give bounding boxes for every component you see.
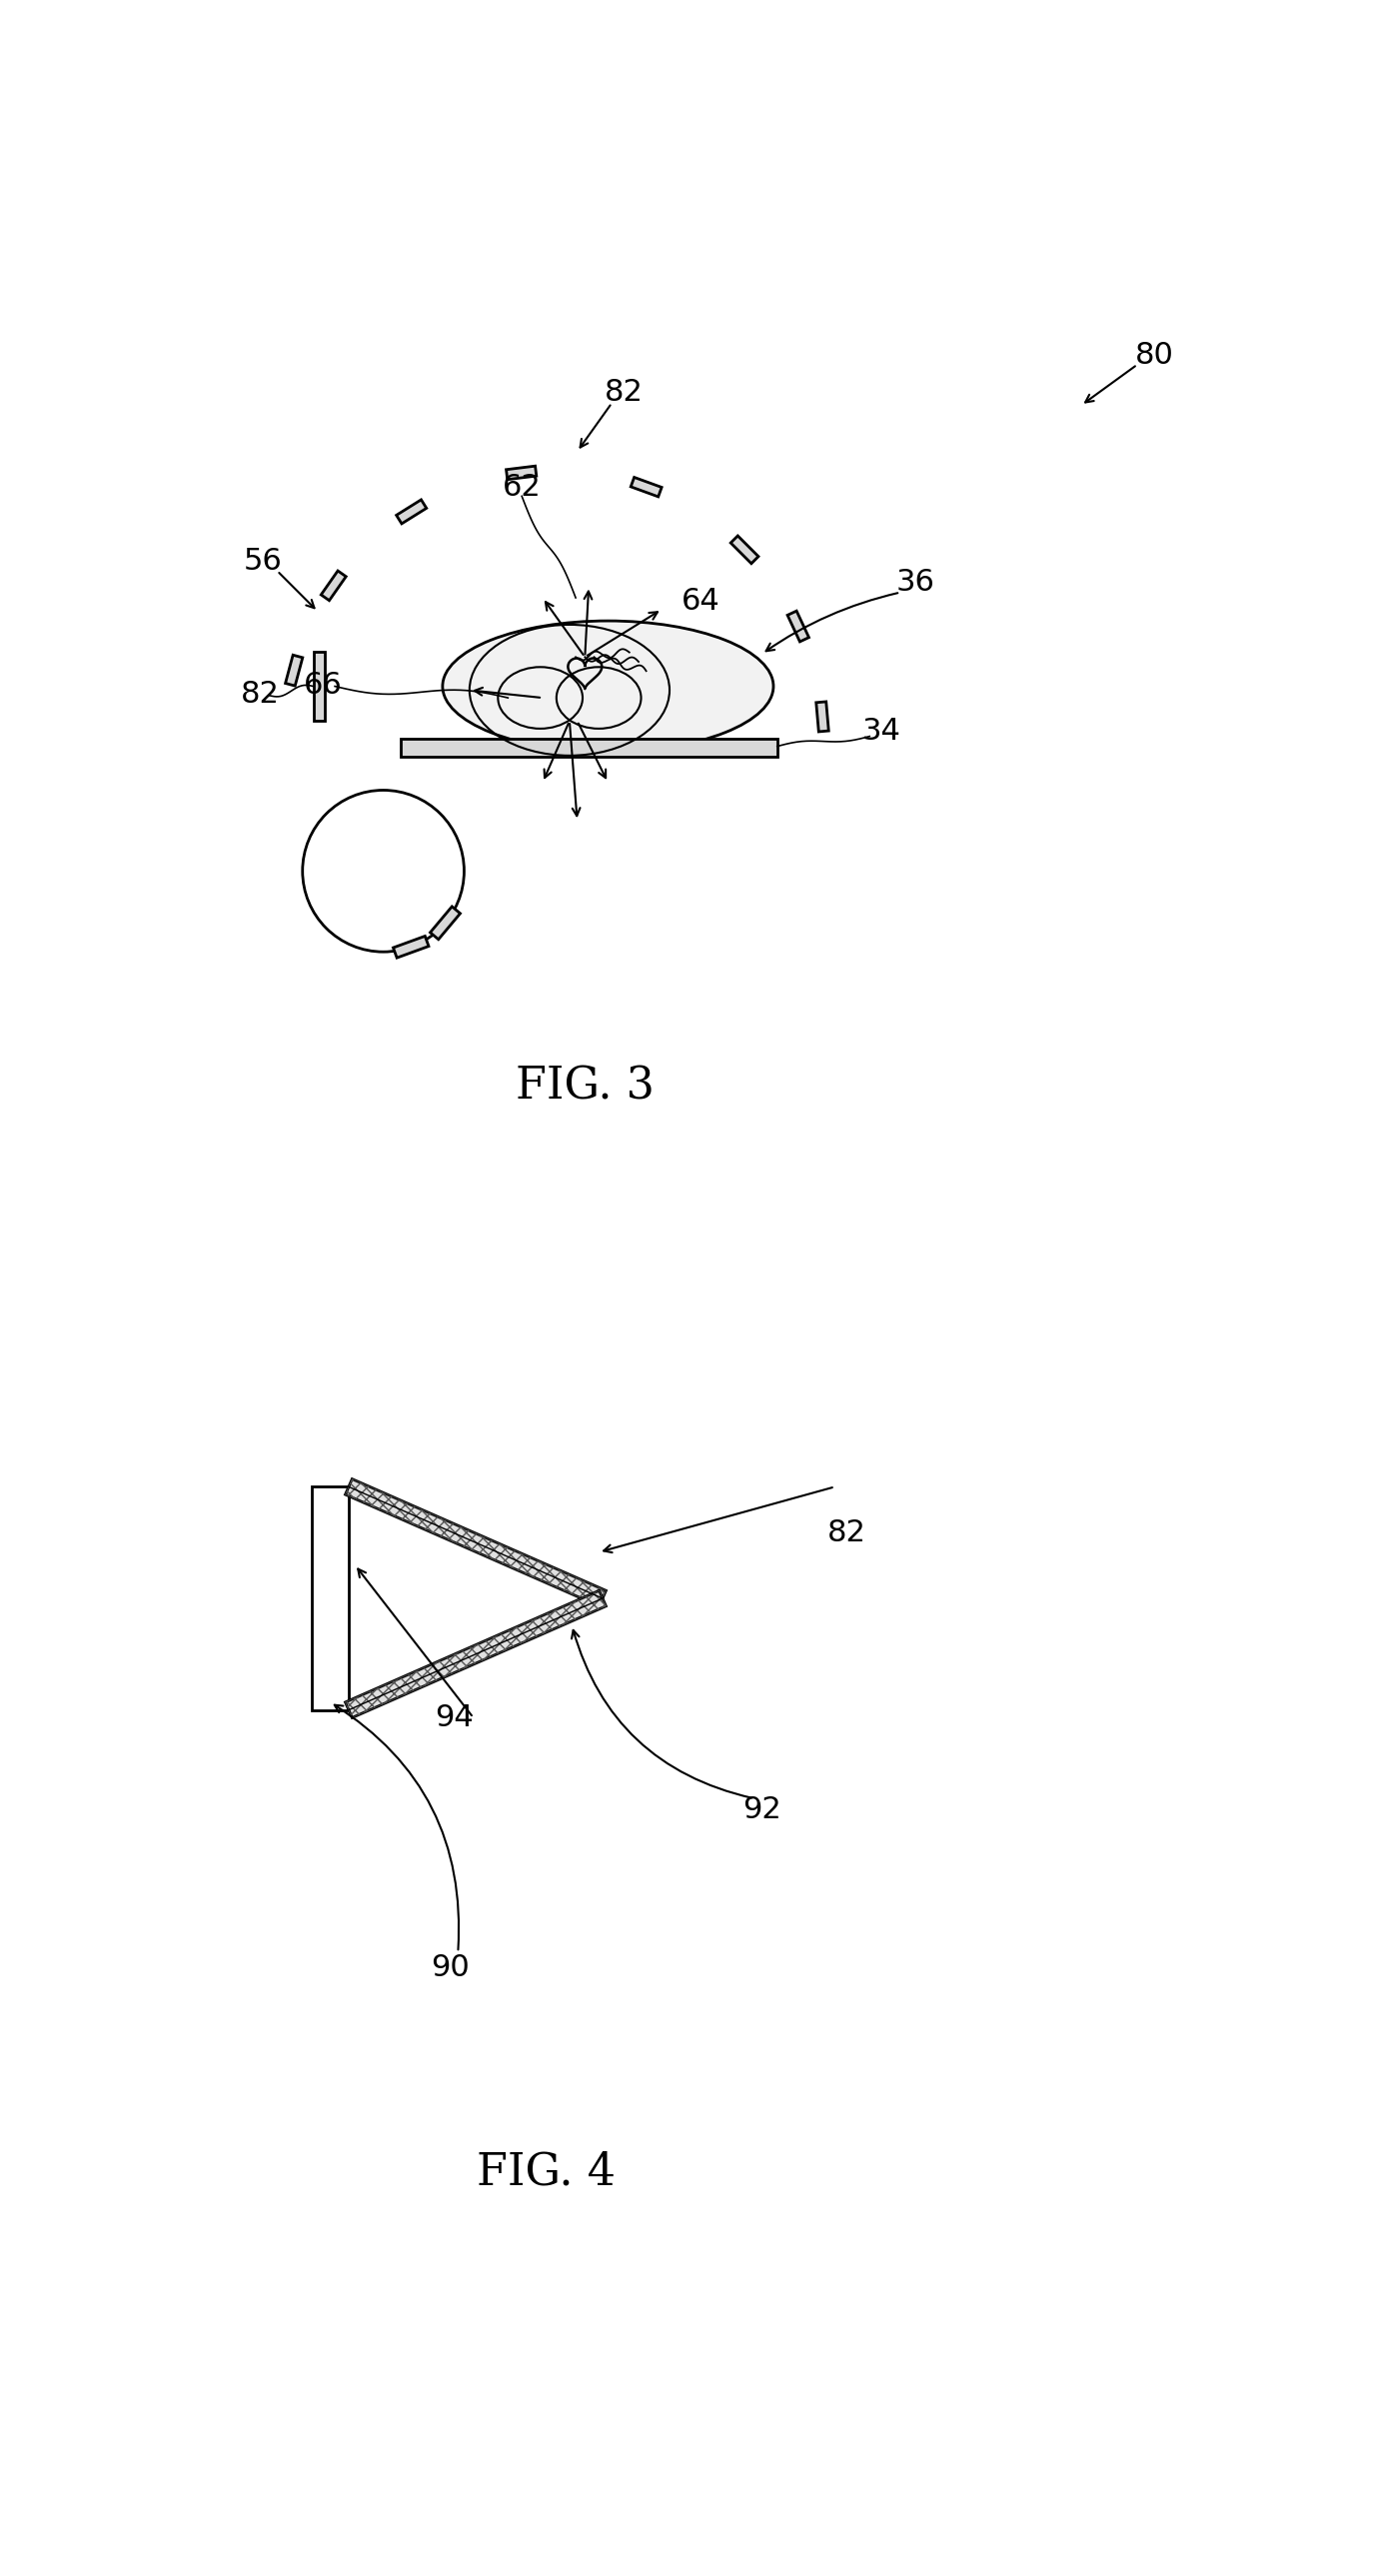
Circle shape — [303, 791, 464, 951]
Text: 64: 64 — [681, 587, 720, 616]
Polygon shape — [506, 466, 536, 479]
Polygon shape — [285, 654, 303, 685]
Polygon shape — [431, 907, 460, 940]
Text: 56: 56 — [244, 546, 282, 577]
Text: 36: 36 — [896, 567, 935, 598]
Text: 34: 34 — [861, 716, 900, 744]
Text: FIG. 3: FIG. 3 — [515, 1064, 654, 1108]
Polygon shape — [396, 500, 426, 523]
Text: 80: 80 — [1135, 340, 1174, 371]
Polygon shape — [346, 1479, 606, 1605]
Text: 92: 92 — [743, 1795, 781, 1824]
Text: 90: 90 — [431, 1953, 469, 1984]
Text: 62: 62 — [503, 474, 542, 502]
Text: 94: 94 — [435, 1703, 474, 1731]
Polygon shape — [788, 611, 808, 641]
Polygon shape — [817, 701, 829, 732]
Text: 66: 66 — [304, 670, 343, 698]
Text: FIG. 4: FIG. 4 — [476, 2151, 615, 2192]
Polygon shape — [631, 477, 661, 497]
Bar — [400, 739, 778, 757]
Polygon shape — [393, 935, 429, 958]
Text: 82: 82 — [240, 680, 279, 708]
Polygon shape — [731, 536, 758, 564]
Bar — [311, 1486, 349, 1710]
Text: 82: 82 — [604, 379, 643, 407]
Polygon shape — [346, 1589, 606, 1718]
Ellipse shape — [443, 621, 774, 752]
Polygon shape — [314, 652, 325, 721]
Text: 82: 82 — [826, 1517, 865, 1548]
Polygon shape — [321, 572, 346, 600]
